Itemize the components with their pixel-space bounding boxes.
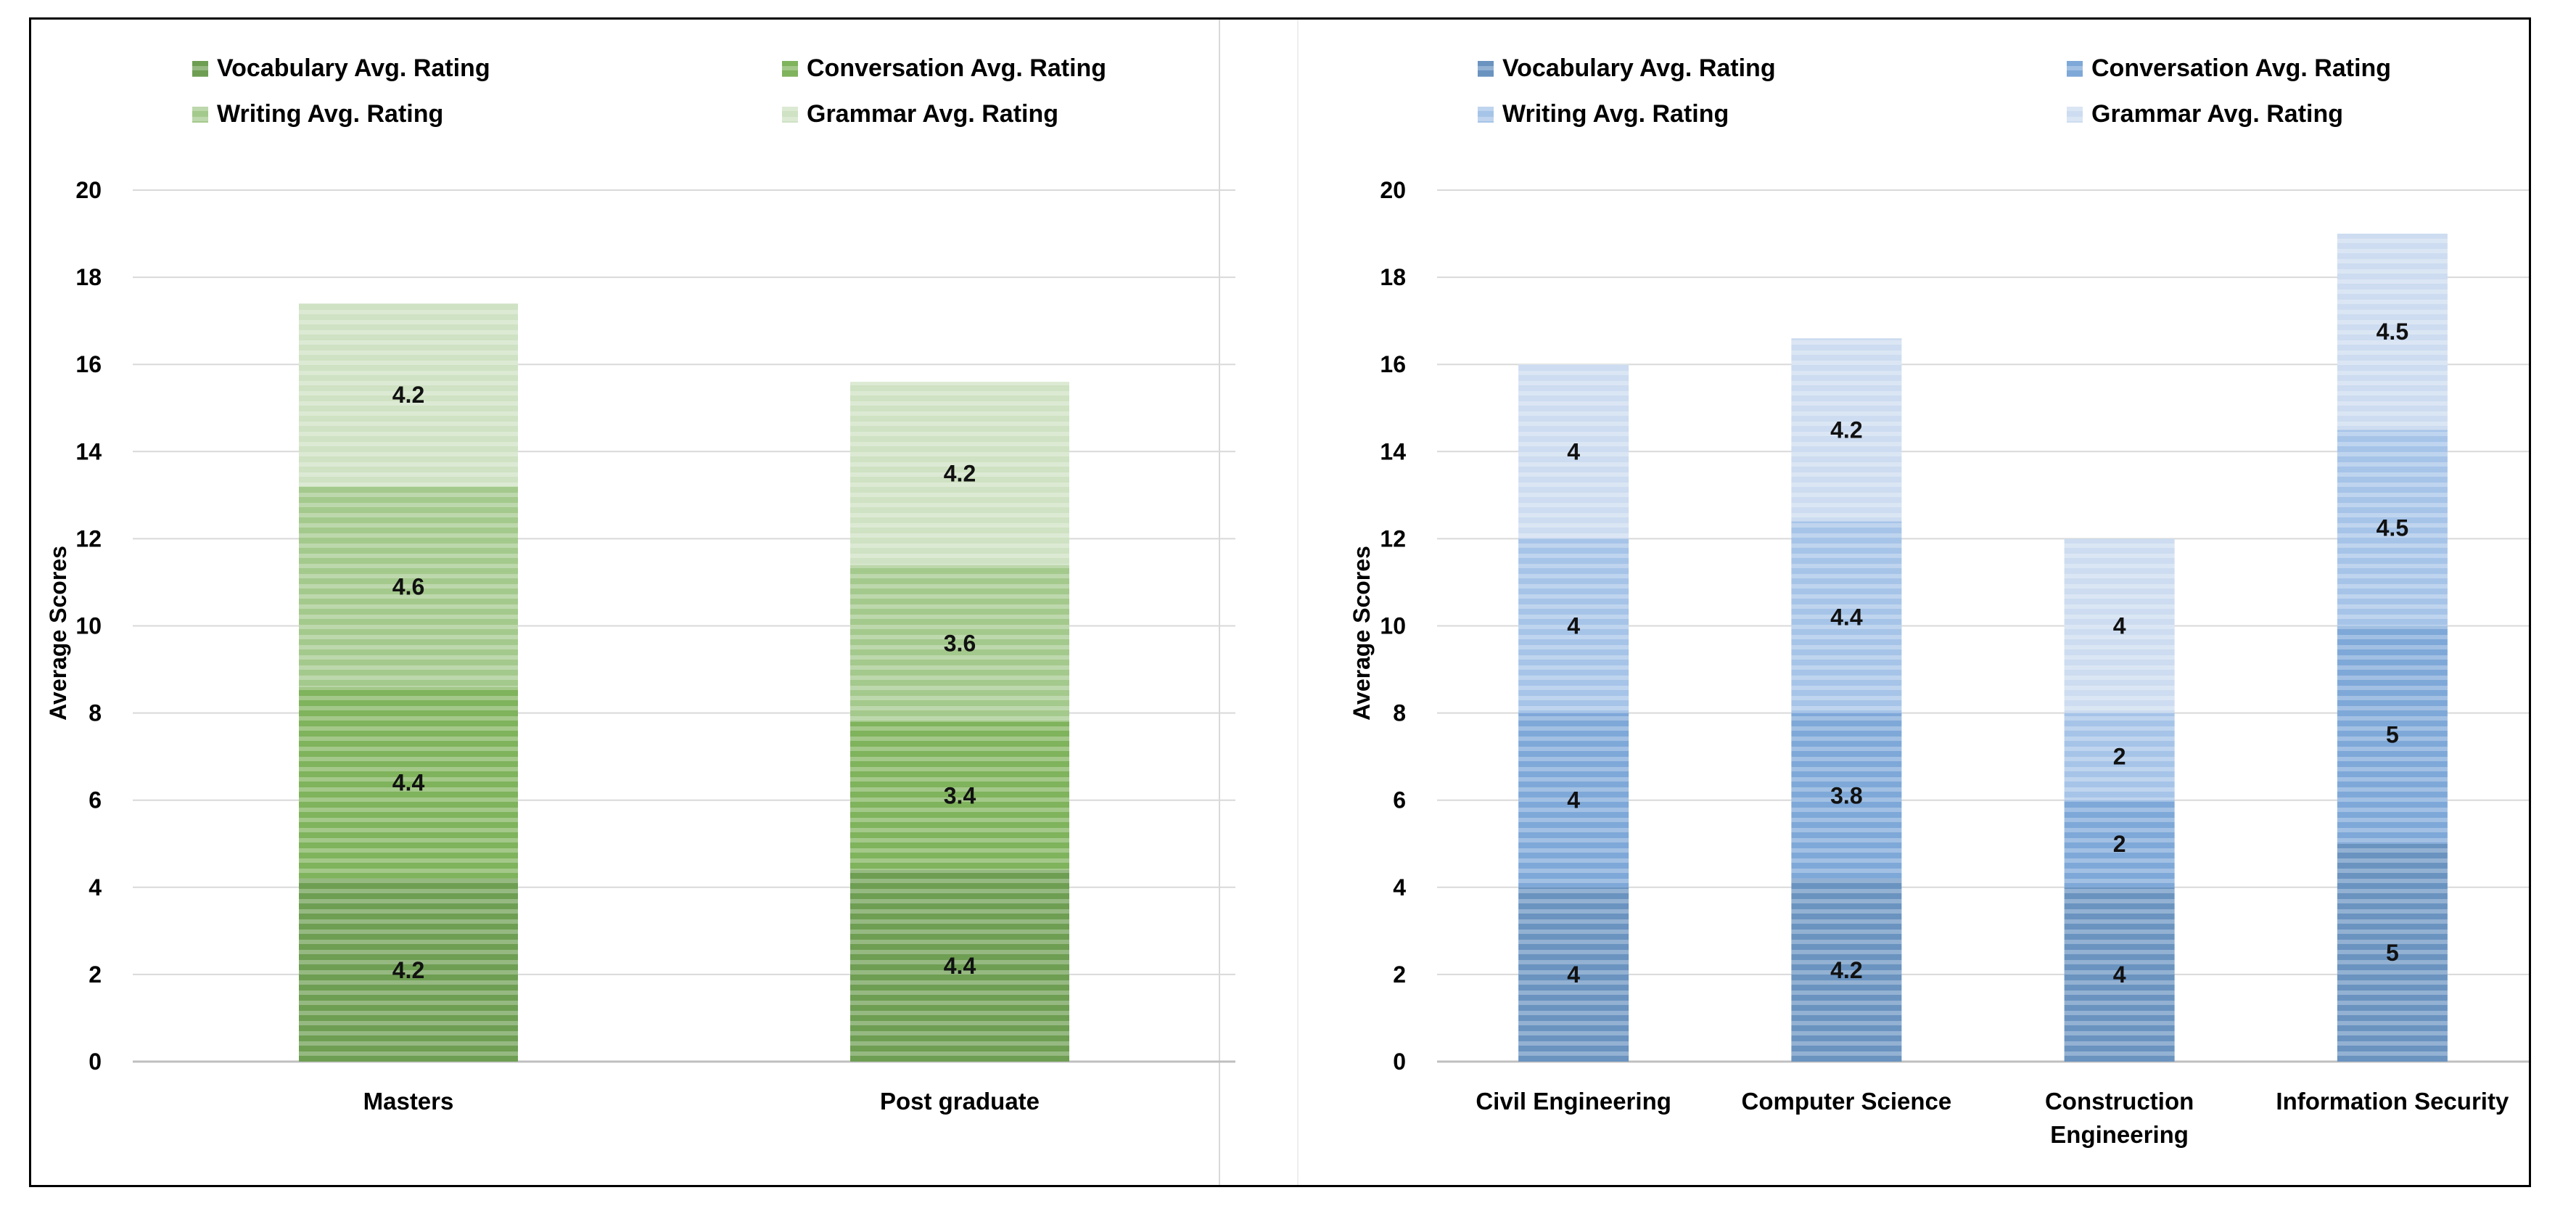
chart1-bar-stripe bbox=[1518, 538, 1629, 713]
chart1-data-label: 4.5 bbox=[2377, 514, 2408, 541]
chart0-legend-swatch-stripe bbox=[782, 61, 798, 77]
chart0-data-label: 4.2 bbox=[944, 460, 976, 486]
chart0-data-label: 4.4 bbox=[392, 770, 425, 796]
chart1-y-tick-label: 14 bbox=[1380, 438, 1406, 464]
chart0-bar-stripe bbox=[299, 486, 518, 687]
chart0-legend-swatch-stripe bbox=[782, 107, 798, 123]
chart1-bar-stripe bbox=[1518, 364, 1629, 539]
chart1-y-axis-label: Average Scores bbox=[1349, 546, 1375, 721]
chart0-y-tick-label: 10 bbox=[75, 613, 102, 639]
chart0-data-label: 4.2 bbox=[392, 382, 424, 408]
chart1-bar-stripe bbox=[2337, 234, 2448, 430]
chart0-legend-label: Conversation Avg. Rating bbox=[807, 54, 1106, 82]
chart1-data-label: 4.4 bbox=[1830, 604, 1863, 630]
chart0-data-label: 4.4 bbox=[944, 953, 976, 979]
chart1-y-tick-label: 2 bbox=[1393, 961, 1406, 988]
chart1-bar-stripe bbox=[2337, 625, 2448, 844]
chart1-y-tick-label: 8 bbox=[1393, 700, 1406, 726]
chart0-bar-stripe bbox=[850, 721, 1069, 870]
chart1-bar-stripe bbox=[2337, 430, 2448, 626]
figure-frame: 0 2 4 6 8 10 12 14 16 18 20 Average Scores 4.2 4.4 4.6… bbox=[29, 17, 2531, 1187]
chart1-bar-stripe bbox=[2064, 887, 2175, 1062]
chart1-bar-stripe bbox=[1791, 878, 1902, 1062]
chart1-legend-swatch-stripe bbox=[1478, 61, 1494, 77]
chart1-legend-label: Writing Avg. Rating bbox=[1502, 100, 1729, 128]
chart0-bar-stripe bbox=[850, 869, 1069, 1062]
chart1-bar-stripe bbox=[1518, 887, 1629, 1062]
chart1-category-label: Civil Engineering bbox=[1476, 1088, 1671, 1115]
chart1-category-label: Information Security bbox=[2276, 1088, 2509, 1115]
chart1-category-label: Computer Science bbox=[1742, 1088, 1952, 1115]
chart1-data-label: 4.5 bbox=[2377, 319, 2408, 345]
chart1-data-label: 4 bbox=[1567, 613, 1580, 639]
chart0-y-axis-label: Average Scores bbox=[45, 546, 71, 721]
chart1-legend-swatch-stripe bbox=[2067, 107, 2083, 123]
chart0-y-tick-label: 20 bbox=[75, 177, 102, 203]
chart0-legend-swatch-stripe bbox=[192, 61, 208, 77]
chart0-bar-stripe bbox=[850, 382, 1069, 565]
chart0-y-tick-label: 16 bbox=[75, 351, 102, 377]
chart0-data-label: 3.4 bbox=[944, 783, 976, 809]
chart1-data-label: 4.2 bbox=[1830, 417, 1862, 443]
chart1-data-label: 4 bbox=[2113, 613, 2126, 639]
chart1-category-label: Engineering bbox=[2050, 1121, 2189, 1148]
chart1-legend-swatch-stripe bbox=[1478, 107, 1494, 123]
chart0-y-tick-label: 4 bbox=[89, 874, 102, 901]
chart0-y-tick-label: 14 bbox=[75, 438, 102, 464]
chart1-bar-stripe bbox=[1518, 713, 1629, 887]
chart-education-level: 0 2 4 6 8 10 12 14 16 18 20 Average Scores 4.2 4.4 4.6… bbox=[45, 54, 1235, 1115]
chart1-y-tick-label: 18 bbox=[1380, 264, 1406, 290]
chart0-legend-label: Writing Avg. Rating bbox=[217, 100, 443, 128]
chart0-y-tick-label: 2 bbox=[89, 961, 102, 988]
chart0-bar-stripe bbox=[299, 686, 518, 879]
chart1-y-tick-label: 10 bbox=[1380, 613, 1406, 639]
chart1-bar-stripe bbox=[1791, 521, 1902, 713]
chart1-bar-stripe bbox=[2064, 538, 2175, 713]
chart1-data-label: 4.2 bbox=[1830, 957, 1862, 983]
chart0-data-label: 4.2 bbox=[392, 957, 424, 983]
chart1-bar-stripe bbox=[1791, 713, 1902, 879]
chart1-bar-stripe bbox=[1791, 338, 1902, 522]
chart1-data-label: 5 bbox=[2386, 722, 2399, 748]
chart1-y-tick-label: 0 bbox=[1393, 1049, 1406, 1075]
chart0-legend-label: Grammar Avg. Rating bbox=[807, 100, 1058, 128]
chart1-data-label: 4 bbox=[1567, 787, 1580, 813]
chart1-legend-label: Conversation Avg. Rating bbox=[2091, 54, 2391, 82]
chart1-legend-label: Vocabulary Avg. Rating bbox=[1502, 54, 1776, 82]
chart1-data-label: 5 bbox=[2386, 940, 2399, 966]
chart0-data-label: 3.6 bbox=[944, 631, 976, 657]
chart0-category-label: Masters bbox=[363, 1088, 454, 1115]
chart0-bar-stripe bbox=[299, 878, 518, 1062]
chart1-y-tick-label: 12 bbox=[1380, 525, 1406, 551]
chart0-bar-stripe bbox=[299, 303, 518, 487]
chart1-category-label: Construction bbox=[2045, 1088, 2194, 1115]
chart1-bar-stripe bbox=[2337, 843, 2448, 1062]
chart1-data-label: 4 bbox=[2113, 961, 2126, 988]
chart0-y-tick-label: 0 bbox=[89, 1049, 102, 1075]
chart1-legend-label: Grammar Avg. Rating bbox=[2091, 100, 2343, 128]
chart1-data-label: 3.8 bbox=[1830, 783, 1862, 809]
chart0-data-label: 4.6 bbox=[392, 573, 424, 599]
chart0-legend-label: Vocabulary Avg. Rating bbox=[217, 54, 490, 82]
chart1-y-tick-label: 16 bbox=[1380, 351, 1406, 377]
chart1-bar-stripe bbox=[2064, 713, 2175, 800]
chart1-y-tick-label: 6 bbox=[1393, 787, 1406, 813]
chart0-y-tick-label: 18 bbox=[75, 264, 102, 290]
chart0-y-tick-label: 12 bbox=[75, 525, 102, 551]
chart0-legend-swatch-stripe bbox=[192, 107, 208, 123]
chart1-bar-stripe bbox=[2064, 800, 2175, 887]
chart1-y-tick-label: 4 bbox=[1393, 874, 1406, 901]
chart0-y-tick-label: 8 bbox=[89, 700, 102, 726]
chart0-y-tick-label: 6 bbox=[89, 787, 102, 813]
chart1-data-label: 2 bbox=[2113, 831, 2126, 857]
chart0-bar-stripe bbox=[850, 565, 1069, 722]
chart1-data-label: 4 bbox=[1567, 438, 1580, 464]
chart1-data-label: 2 bbox=[2113, 744, 2126, 770]
chart1-y-tick-label: 20 bbox=[1380, 177, 1406, 203]
chart-department: 0 2 4 6 8 10 12 14 16 18 20 Average Scores 4 4 4 4 Civil… bbox=[1349, 54, 2529, 1148]
chart0-category-label: Post graduate bbox=[880, 1088, 1040, 1115]
chart1-data-label: 4 bbox=[1567, 961, 1580, 988]
chart1-legend-swatch-stripe bbox=[2067, 61, 2083, 77]
